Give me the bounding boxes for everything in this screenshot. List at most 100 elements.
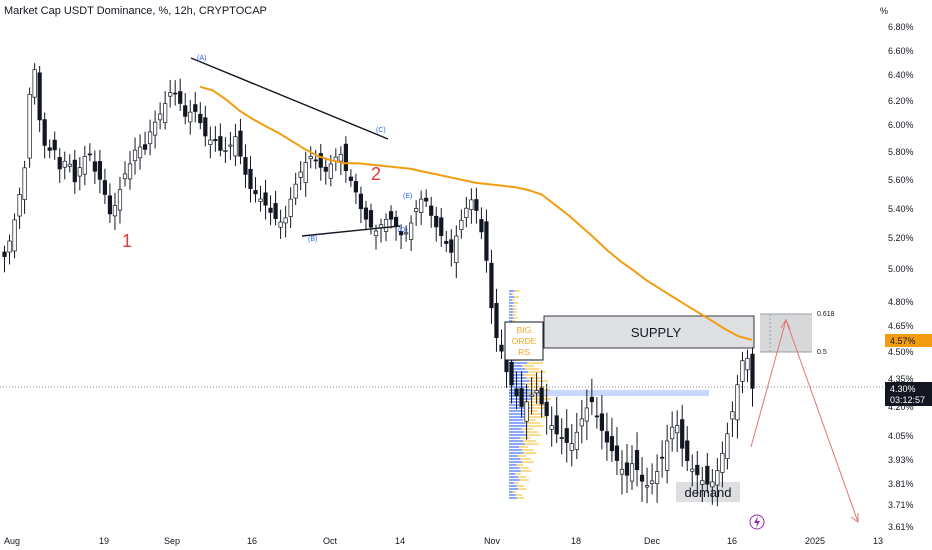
candle-body	[685, 440, 690, 461]
candle-body	[619, 468, 625, 475]
y-tick-label: 4.35%	[888, 374, 914, 384]
volume-bar-yellow	[525, 392, 542, 394]
candle-body	[112, 205, 118, 217]
big-orders-box[interactable]	[504, 321, 544, 361]
volume-bar-blue	[509, 407, 530, 409]
candle-body	[218, 136, 223, 151]
candle-body	[599, 413, 604, 431]
volume-bar-blue	[509, 476, 519, 478]
candle-body	[203, 117, 208, 137]
candle-body	[409, 222, 414, 240]
volume-bar-yellow	[527, 404, 545, 406]
y-tick-label: 5.60%	[888, 175, 914, 185]
volume-bar-yellow	[523, 374, 537, 376]
volume-bar-blue	[509, 296, 515, 298]
volume-bar-blue	[509, 494, 516, 496]
candle-body	[153, 121, 158, 136]
candle-body	[594, 415, 599, 418]
volume-bar-blue	[509, 410, 525, 412]
volume-bar-blue	[509, 362, 528, 364]
candle-body	[609, 436, 615, 452]
candle-body	[439, 217, 444, 236]
volume-bar-yellow	[515, 494, 522, 496]
candle-body	[117, 189, 123, 211]
candle-body	[37, 72, 42, 121]
candle-body	[228, 144, 233, 147]
volume-bar-yellow	[518, 476, 527, 478]
candle-body	[419, 198, 424, 214]
candle-body	[107, 195, 113, 215]
y-tick-label: 4.20%	[888, 402, 914, 412]
candle-body	[514, 388, 519, 397]
y-tick-label: 5.20%	[888, 233, 914, 243]
volume-bar-yellow	[524, 431, 539, 433]
candle-body	[579, 418, 584, 427]
moving-average-line	[199, 85, 753, 341]
candle-body	[750, 353, 755, 389]
candle-body	[604, 431, 610, 443]
volume-bar-blue	[509, 365, 523, 367]
volume-bar-blue	[509, 320, 513, 322]
candle-body	[348, 176, 353, 181]
y-tick-label: 5.00%	[888, 264, 914, 274]
candle-body	[373, 230, 379, 237]
candle-body	[273, 203, 278, 220]
candle-body	[137, 146, 143, 159]
volume-bar-yellow	[520, 437, 531, 439]
candle-body	[122, 173, 128, 180]
candle-body	[223, 150, 228, 152]
candle-body	[720, 453, 725, 473]
candle-body	[238, 130, 243, 157]
volume-bar-yellow	[512, 491, 517, 493]
volume-bar-blue	[509, 395, 530, 397]
candle-body	[539, 387, 544, 405]
count-label-2: 2	[371, 164, 381, 184]
supply-zone-label: SUPPLY	[631, 325, 682, 340]
volume-bar-blue	[509, 425, 528, 427]
volume-bar-blue	[509, 464, 517, 466]
candle-body	[313, 159, 318, 162]
volume-bar-yellow	[520, 458, 532, 460]
y-tick-label: 6.20%	[888, 96, 914, 106]
candle-body	[624, 462, 630, 476]
candle-body	[87, 153, 92, 156]
candle-body	[634, 450, 640, 471]
wave-label-a: (A)	[197, 55, 206, 62]
candle-body	[293, 183, 298, 199]
candle-body	[22, 167, 27, 200]
triangle-lower-trendline[interactable]	[301, 225, 401, 237]
wave-label-c: (C)	[376, 127, 386, 134]
demand-zone[interactable]	[676, 482, 740, 502]
candle-body	[132, 149, 138, 162]
volume-bar-blue	[509, 371, 529, 373]
x-axis: Aug 19 Sep 16 Oct 14 Nov 18 Dec 16 2025 13	[4, 536, 883, 546]
candle-body	[183, 105, 188, 117]
y-tick-label: 4.05%	[888, 431, 914, 441]
candle-body	[479, 219, 484, 233]
volume-bar-blue	[509, 470, 521, 472]
volume-bar-yellow	[529, 380, 548, 382]
candle-body	[589, 396, 594, 403]
supply-zone[interactable]	[543, 315, 755, 349]
volume-bar-yellow	[526, 413, 543, 415]
candle-body	[484, 221, 489, 261]
volume-bar-blue	[509, 404, 528, 406]
volume-bar-yellow	[511, 293, 514, 295]
volume-bar-yellow	[529, 407, 549, 409]
candle-body	[710, 481, 715, 488]
volume-bar-yellow	[524, 443, 539, 445]
candle-body	[328, 163, 333, 179]
y-tick-label: 5.40%	[888, 204, 914, 214]
candle-body	[323, 166, 328, 172]
volume-bar-blue	[509, 386, 528, 388]
candle-body	[77, 167, 82, 177]
candle-body	[675, 425, 680, 434]
triangle-upper-trendline[interactable]	[190, 57, 389, 140]
candle-body	[7, 240, 12, 253]
candle-body	[368, 210, 374, 228]
candle-body	[434, 215, 439, 228]
volume-bar-blue	[509, 482, 514, 484]
candle-body	[263, 192, 268, 206]
volume-bar-yellow	[519, 467, 529, 469]
